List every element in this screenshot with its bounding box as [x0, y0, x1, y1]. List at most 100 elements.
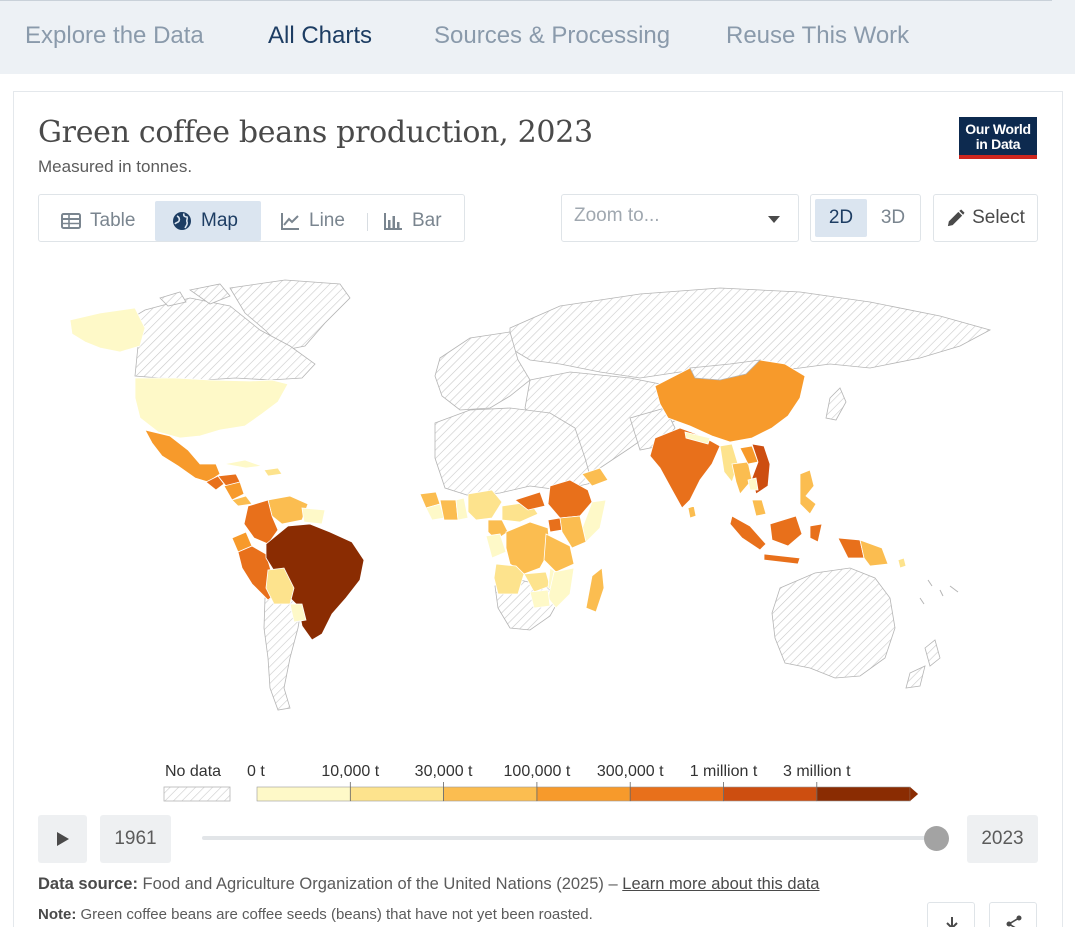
- view-tab-table[interactable]: Table: [51, 201, 145, 241]
- legend-bin-label-3: 100,000 t: [504, 763, 571, 780]
- view-tabs: Table Map Line Bar: [38, 194, 465, 242]
- top-nav: Explore the Data All Charts Sources & Pr…: [0, 0, 1075, 74]
- colombia[interactable]: [243, 499, 279, 545]
- share-button[interactable]: [989, 902, 1037, 927]
- sulawesi[interactable]: [809, 523, 823, 543]
- note-label: Note:: [38, 906, 77, 923]
- legend-bin-label-4: 300,000 t: [597, 763, 664, 780]
- timeline-handle[interactable]: [924, 826, 949, 851]
- play-icon: [57, 832, 69, 846]
- tab-explore-the-data[interactable]: Explore the Data: [25, 22, 204, 49]
- tab-reuse-this-work[interactable]: Reuse This Work: [726, 22, 910, 49]
- nepal[interactable]: [684, 431, 711, 445]
- legend-bin-label-6: 3 million t: [783, 763, 851, 780]
- zoom-to-select[interactable]: Zoom to...: [561, 194, 799, 242]
- learn-more-link[interactable]: Learn more about this data: [622, 875, 820, 893]
- logo-line-2: in Data: [975, 136, 1021, 152]
- arctic-islands[interactable]: [159, 283, 231, 307]
- greenland[interactable]: [229, 279, 351, 351]
- tab-all-charts[interactable]: All Charts: [268, 22, 373, 49]
- mongolia[interactable]: [689, 359, 762, 381]
- legend-no-data-label: No data: [165, 763, 221, 780]
- legend-bin-label-5: 1 million t: [690, 763, 758, 780]
- canada[interactable]: [111, 297, 316, 381]
- legend-swatch-1: [350, 786, 444, 802]
- malaysia[interactable]: [751, 499, 767, 517]
- tab-sources-processing[interactable]: Sources & Processing: [434, 22, 671, 49]
- australia[interactable]: [771, 567, 896, 679]
- chart-title: Green coffee beans production, 2023: [38, 115, 593, 150]
- new-zealand[interactable]: [905, 639, 941, 689]
- line-chart-icon: [281, 213, 299, 230]
- chevron-down-icon: [768, 216, 780, 223]
- ghana[interactable]: [455, 497, 469, 521]
- zoom-placeholder: Zoom to...: [574, 205, 660, 226]
- legend-swatch-5: [723, 786, 818, 802]
- play-button[interactable]: [38, 815, 87, 863]
- alaska[interactable]: [69, 307, 146, 353]
- angola[interactable]: [493, 563, 525, 595]
- tanzania[interactable]: [543, 533, 575, 573]
- nigeria[interactable]: [467, 489, 503, 521]
- download-button[interactable]: [927, 902, 975, 927]
- india[interactable]: [649, 427, 721, 509]
- java[interactable]: [763, 553, 801, 565]
- legend-arrow-tip: [910, 787, 919, 801]
- toggle-2d[interactable]: 2D: [815, 199, 867, 237]
- chart-subtitle: Measured in tonnes.: [38, 157, 193, 176]
- timeline-track[interactable]: [202, 836, 937, 840]
- nicaragua-costa-rica[interactable]: [223, 481, 245, 501]
- south-sudan[interactable]: [514, 491, 546, 511]
- panama[interactable]: [231, 495, 253, 507]
- europe[interactable]: [434, 331, 531, 411]
- madagascar[interactable]: [585, 567, 605, 613]
- paraguay[interactable]: [289, 603, 307, 623]
- yemen[interactable]: [581, 467, 609, 487]
- tab-separator: [367, 213, 368, 231]
- philippines[interactable]: [799, 469, 817, 515]
- note-text: Green coffee beans are coffee seeds (bea…: [80, 906, 593, 923]
- owid-logo[interactable]: Our World in Data: [959, 117, 1037, 159]
- sri-lanka[interactable]: [687, 505, 697, 519]
- russia[interactable]: [509, 287, 992, 379]
- gabon-congo[interactable]: [485, 533, 507, 559]
- globe-icon: [173, 212, 191, 230]
- legend-swatch-4: [629, 786, 724, 802]
- japan[interactable]: [825, 387, 847, 421]
- thailand[interactable]: [731, 461, 753, 495]
- kenya[interactable]: [559, 515, 587, 549]
- borneo[interactable]: [769, 515, 803, 547]
- guyanas[interactable]: [301, 507, 326, 525]
- legend-swatch-6: [816, 786, 911, 802]
- map-legend: No data 0 t 10,000 t 30,000 t 100,000 t 300,…: [163, 763, 919, 802]
- toggle-3d[interactable]: 3D: [880, 207, 906, 228]
- drc[interactable]: [505, 521, 551, 575]
- download-icon: [946, 917, 958, 927]
- ethiopia[interactable]: [547, 479, 593, 519]
- bar-chart-icon: [384, 213, 402, 230]
- start-year[interactable]: 1961: [100, 815, 171, 863]
- source-text: Food and Agriculture Organization of the…: [142, 875, 618, 893]
- legend-bin-label-1: 10,000 t: [321, 763, 379, 780]
- world-map: [69, 279, 992, 711]
- cambodia[interactable]: [747, 477, 759, 491]
- end-year[interactable]: 2023: [967, 815, 1038, 863]
- share-icon: [1006, 915, 1022, 927]
- top-rule: [0, 0, 1052, 1]
- sumatra[interactable]: [729, 515, 767, 551]
- mozambique[interactable]: [547, 567, 575, 609]
- data-source: Data source: Food and Agriculture Organi…: [38, 875, 819, 894]
- united-states[interactable]: [134, 377, 289, 439]
- view-tab-line[interactable]: Line: [270, 201, 355, 241]
- table-icon: [61, 213, 81, 229]
- select-countries-button[interactable]: Select: [933, 194, 1038, 242]
- caribbean[interactable]: [263, 467, 283, 477]
- zimbabwe[interactable]: [529, 589, 551, 609]
- papua-new-guinea[interactable]: [859, 539, 889, 567]
- cuba[interactable]: [223, 459, 263, 469]
- view-tab-table-label: Table: [90, 210, 136, 231]
- view-tab-map[interactable]: Map: [155, 201, 261, 241]
- view-tab-bar[interactable]: Bar: [373, 201, 452, 241]
- select-label: Select: [972, 207, 1025, 228]
- pacific-islands[interactable]: [897, 557, 907, 569]
